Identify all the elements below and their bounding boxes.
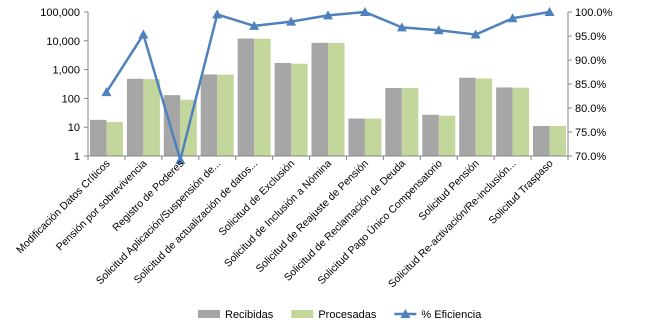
y-left-tick-label-1: 10	[68, 122, 80, 134]
bar-procesadas-11	[512, 87, 530, 156]
y-right-tick-label-6: 100.0%	[575, 7, 613, 19]
bar-recibidas-0	[89, 119, 107, 156]
bar-procesadas-10	[475, 78, 493, 156]
bar-recibidas-6	[311, 42, 328, 156]
bar-recibidas-8	[385, 87, 402, 156]
bar-recibidas-9	[422, 114, 439, 156]
y-right-tick-label-2: 80.0%	[575, 103, 606, 115]
efficiency-marker-11	[507, 13, 518, 23]
axes-layer: 1 10 100 1,000 10,000 100,000 70.0% 75.0% 80.0% 8…	[40, 7, 612, 163]
bar-recibidas-7	[348, 118, 365, 156]
efficiency-marker-7	[359, 7, 370, 16]
category-label-12: Solicitud Traspaso	[487, 158, 556, 227]
y-right-tick-label-3: 85.0%	[575, 79, 606, 91]
bar-procesadas-0	[106, 122, 123, 156]
efficiency-marker-3	[212, 9, 223, 19]
efficiency-marker-12	[544, 7, 555, 16]
legend-label-1: Procesadas	[318, 309, 377, 321]
bar-recibidas-12	[533, 126, 550, 156]
category-label-2: Registro de Poderes	[110, 158, 186, 234]
y-left-tick-label-0: 1	[74, 151, 80, 163]
y-right-tick-label-4: 90.0%	[575, 55, 606, 67]
bar-procesadas-9	[438, 115, 456, 156]
bar-procesadas-7	[364, 118, 382, 156]
y-right-tick-label-5: 95.0%	[575, 31, 606, 43]
y-left-tick-label-3: 1,000	[52, 65, 80, 77]
y-left-tick-label-4: 10,000	[46, 36, 80, 48]
legend-label-2: % Eficiencia	[421, 309, 482, 321]
bar-recibidas-1	[126, 78, 144, 156]
bar-recibidas-2	[163, 95, 181, 156]
legend: Recibidas Procesadas % Eficiencia	[198, 309, 482, 321]
efficiency-marker-4	[249, 20, 260, 30]
y-left-tick-label-2: 100	[62, 93, 80, 105]
bar-recibidas-3	[200, 74, 218, 156]
bar-procesadas-12	[549, 126, 567, 156]
bars-layer	[89, 38, 567, 157]
efficiency-marker-2	[175, 154, 186, 164]
bar-recibidas-10	[459, 77, 476, 156]
bar-recibidas-11	[496, 87, 513, 156]
efficiency-marker-0	[101, 87, 112, 97]
efficiency-line-layer	[101, 7, 555, 164]
bar-procesadas-8	[401, 87, 419, 156]
efficiency-marker-6	[323, 10, 333, 20]
legend-label-0: Recibidas	[225, 309, 274, 321]
bar-recibidas-4	[237, 38, 255, 157]
bar-procesadas-4	[254, 38, 271, 156]
legend-swatch-1	[291, 310, 314, 318]
y-left-tick-label-5: 100,000	[40, 7, 80, 19]
efficiency-marker-9	[433, 25, 444, 35]
y-right-tick-label-0: 70.0%	[575, 151, 606, 163]
legend-swatch-marker-2	[400, 309, 411, 318]
bar-procesadas-5	[291, 63, 308, 156]
bar-recibidas-5	[274, 62, 292, 156]
efficiency-marker-1	[138, 29, 149, 39]
efficiency-marker-5	[286, 16, 297, 26]
efficiency-marker-10	[470, 29, 481, 39]
bar-procesadas-3	[217, 74, 234, 156]
bar-procesadas-1	[143, 79, 160, 156]
legend-swatch-0	[198, 310, 220, 318]
efficiency-marker-8	[396, 22, 407, 32]
y-right-tick-label-1: 75.0%	[575, 127, 606, 139]
bar-procesadas-6	[328, 42, 345, 156]
